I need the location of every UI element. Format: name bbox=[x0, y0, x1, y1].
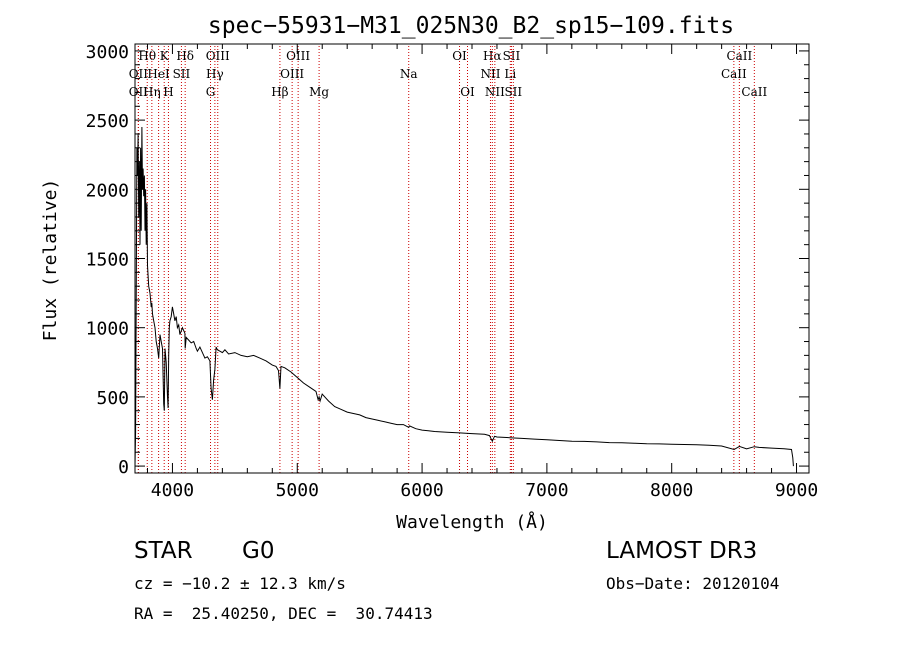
y-tick-label: 1000 bbox=[86, 319, 129, 340]
line-marker-label: OIII bbox=[206, 49, 230, 63]
y-tick-label: 1500 bbox=[86, 250, 129, 271]
chart-title: spec−55931−M31_025N30_B2_sp15−109.fits bbox=[208, 13, 734, 39]
x-tick-label: 9000 bbox=[775, 480, 818, 501]
line-marker-label: CaII bbox=[726, 49, 752, 63]
line-marker-label: CaII bbox=[721, 67, 747, 81]
y-axis-label: Flux (relative) bbox=[40, 179, 61, 342]
y-tick-label: 2000 bbox=[86, 180, 129, 201]
line-marker-label: NII bbox=[480, 67, 500, 81]
plot-frame bbox=[134, 43, 810, 474]
line-marker-label: Li bbox=[504, 67, 516, 81]
line-marker-label: Hδ bbox=[176, 49, 194, 63]
y-tick-label: 500 bbox=[96, 388, 129, 409]
spectrum-line bbox=[134, 126, 794, 467]
line-marker-label: K bbox=[160, 49, 170, 63]
line-marker-label: OIII bbox=[286, 49, 310, 63]
object-subclass: G0 bbox=[242, 538, 275, 564]
line-marker-label: H bbox=[163, 85, 173, 99]
line-marker-label: HeI bbox=[147, 67, 170, 81]
x-tick-label: 6000 bbox=[400, 480, 443, 501]
y-tick-label: 3000 bbox=[86, 42, 129, 63]
line-marker-label: SII bbox=[173, 67, 191, 81]
y-tick-label: 2500 bbox=[86, 111, 129, 132]
y-tick-label: 0 bbox=[118, 457, 129, 478]
line-marker-label: G bbox=[206, 85, 216, 99]
line-marker-label: CaII bbox=[741, 85, 767, 99]
line-marker-label: OI bbox=[460, 85, 475, 99]
x-tick-label: 7000 bbox=[525, 480, 568, 501]
line-marker-label: Mg bbox=[309, 85, 329, 99]
object-class: STAR bbox=[134, 538, 193, 564]
x-tick-label: 4000 bbox=[151, 480, 194, 501]
survey-name: LAMOST DR3 bbox=[606, 538, 758, 564]
line-marker-label: NII bbox=[485, 85, 505, 99]
x-tick-label: 8000 bbox=[650, 480, 693, 501]
line-marker-label: Hγ bbox=[206, 67, 224, 81]
line-marker-label: OIII bbox=[280, 67, 304, 81]
coordinates: RA = 25.40250, DEC = 30.74413 bbox=[134, 604, 433, 623]
x-axis-label: Wavelength (Å) bbox=[396, 511, 548, 533]
line-marker-label: Hβ bbox=[271, 85, 288, 99]
line-marker-label: Na bbox=[400, 67, 418, 81]
line-marker-label: Hα bbox=[483, 49, 502, 63]
line-marker-label: Hη bbox=[143, 85, 161, 99]
x-tick-label: 5000 bbox=[276, 480, 319, 501]
redshift-text: cz = −10.2 ± 12.3 km/s bbox=[134, 574, 346, 593]
obs-date: Obs−Date: 20120104 bbox=[606, 574, 780, 593]
line-marker-label: OI bbox=[452, 49, 467, 63]
line-marker-label: SII bbox=[503, 49, 521, 63]
line-marker-label: SII bbox=[504, 85, 522, 99]
